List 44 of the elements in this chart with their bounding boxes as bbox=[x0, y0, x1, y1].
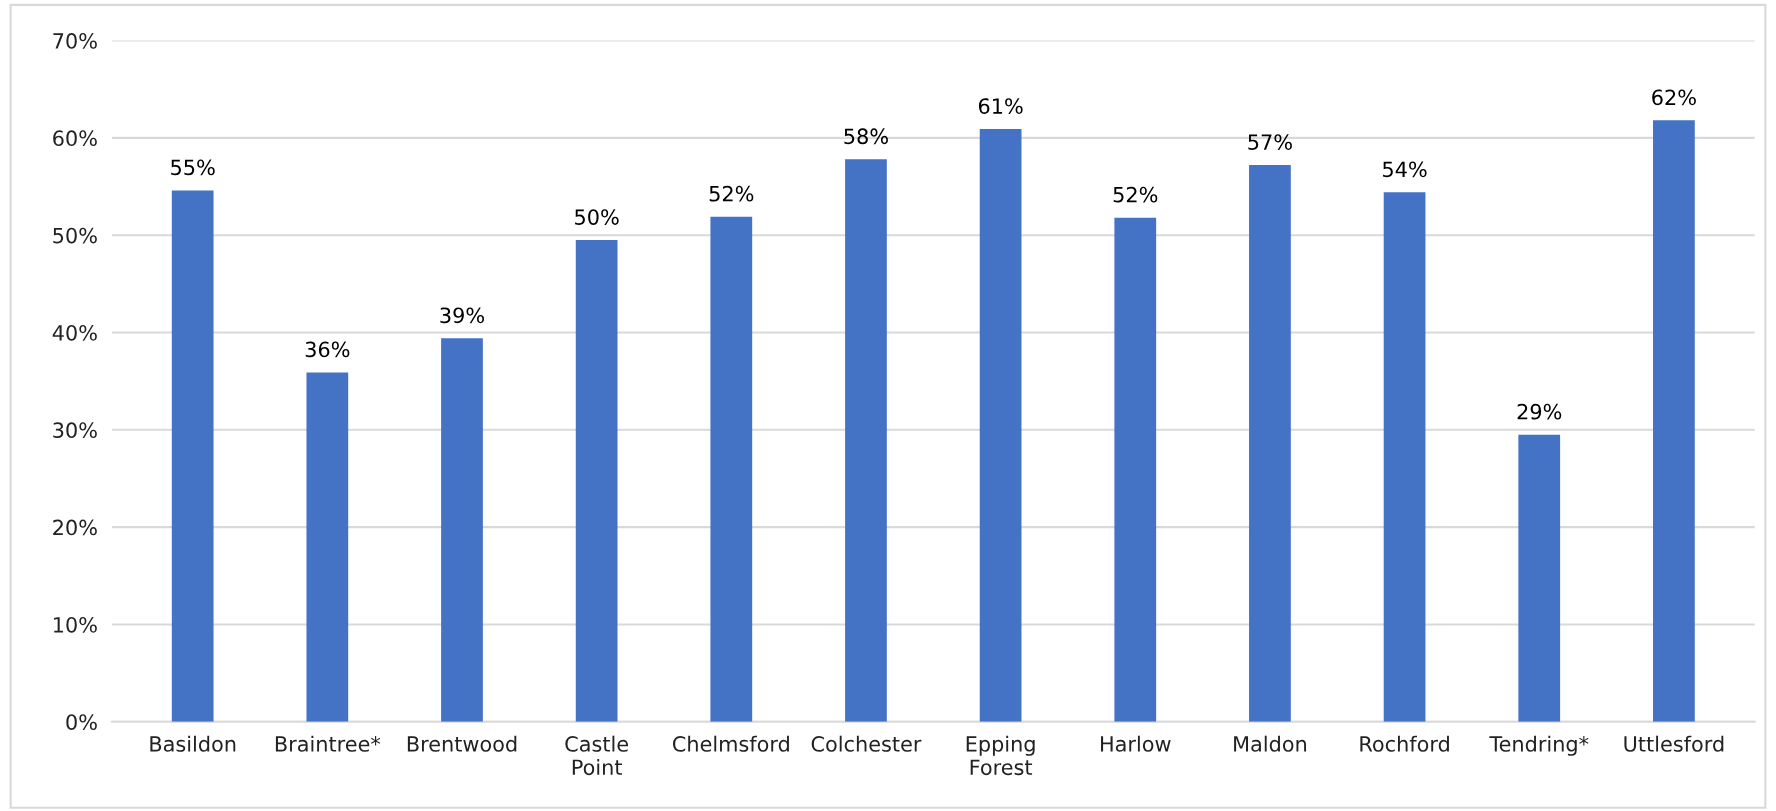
bar bbox=[575, 240, 618, 722]
y-tick-label: 10% bbox=[53, 616, 97, 633]
x-tick-label: Rochford bbox=[1360, 735, 1449, 752]
bar bbox=[441, 338, 483, 722]
bar bbox=[845, 159, 887, 722]
bar bbox=[1114, 217, 1157, 722]
y-tick-label: 60% bbox=[53, 130, 97, 147]
bar bbox=[1653, 120, 1695, 722]
bar bbox=[306, 372, 349, 722]
x-tick-label: Braintree* bbox=[275, 735, 381, 752]
bar bbox=[979, 129, 1022, 722]
y-tick-label: 50% bbox=[53, 227, 97, 244]
y-tick-label: 20% bbox=[53, 519, 97, 536]
data-label: 61% bbox=[978, 98, 1023, 114]
data-label: 29% bbox=[1517, 403, 1562, 420]
y-tick-label: 0% bbox=[66, 714, 97, 730]
x-tick-label: Chelmsford bbox=[672, 735, 789, 752]
data-label: 50% bbox=[575, 209, 619, 225]
data-label: 58% bbox=[844, 128, 888, 145]
bar bbox=[171, 190, 214, 722]
x-tick-label: Tendring* bbox=[1489, 735, 1589, 756]
y-tick-label: 70% bbox=[53, 33, 97, 49]
data-label: 52% bbox=[709, 185, 754, 202]
data-label: 55% bbox=[171, 159, 215, 176]
bar bbox=[710, 216, 753, 722]
data-label: 57% bbox=[1248, 134, 1292, 150]
x-tick-label: Colchester bbox=[811, 735, 922, 752]
data-label: 36% bbox=[305, 341, 350, 358]
data-label: 54% bbox=[1383, 161, 1427, 178]
x-tick-label: Basildon bbox=[150, 735, 236, 752]
x-tick-label: Maldon bbox=[1234, 735, 1307, 752]
x-tick-label: Epping Forest bbox=[966, 735, 1035, 776]
bar bbox=[1383, 192, 1426, 722]
x-tick-label: Brentwood bbox=[407, 735, 517, 752]
bar bbox=[1249, 165, 1291, 722]
data-label: 39% bbox=[440, 307, 484, 324]
y-tick-label: 40% bbox=[52, 324, 97, 341]
data-label: 62% bbox=[1652, 89, 1696, 106]
x-tick-label: Castle Point bbox=[565, 735, 629, 776]
x-tick-label: Uttlesford bbox=[1624, 735, 1724, 752]
data-label: 52% bbox=[1113, 186, 1158, 203]
y-tick-label: 30% bbox=[53, 422, 97, 439]
x-tick-label: Harlow bbox=[1101, 735, 1171, 752]
bar bbox=[1518, 434, 1561, 722]
